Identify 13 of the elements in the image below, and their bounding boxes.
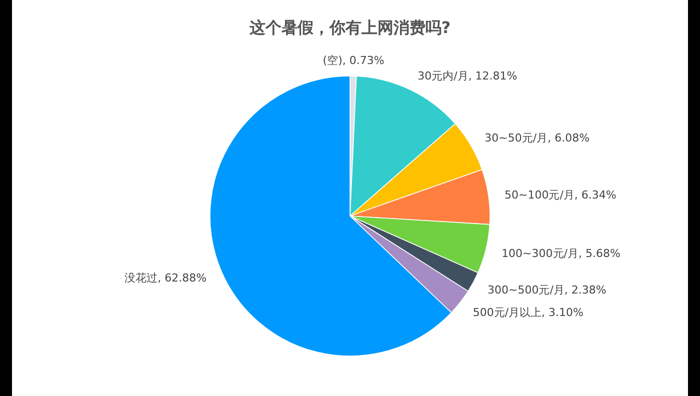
slice-label: 没花过, 62.88% (124, 271, 207, 284)
pie-slice (350, 216, 478, 292)
slice-label: 500元/月以上, 3.10% (472, 306, 584, 320)
slice-label: (空), 0.73% (322, 54, 384, 68)
slice-label: 300~500元/月, 2.38% (488, 284, 606, 297)
slice-label: 30~50元/月, 6.08% (484, 131, 590, 144)
slice-label: 50~100元/月, 6.34% (504, 188, 616, 202)
pie-slice (350, 169, 490, 225)
slice-label: 30元内/月, 12.81% (418, 69, 518, 82)
chart-title: 这个暑假，你有上网消费吗? (248, 18, 451, 37)
slice-label: 100~300元/月, 5.68% (502, 246, 620, 260)
pie-slice (350, 216, 490, 274)
pie-slice (350, 123, 482, 216)
